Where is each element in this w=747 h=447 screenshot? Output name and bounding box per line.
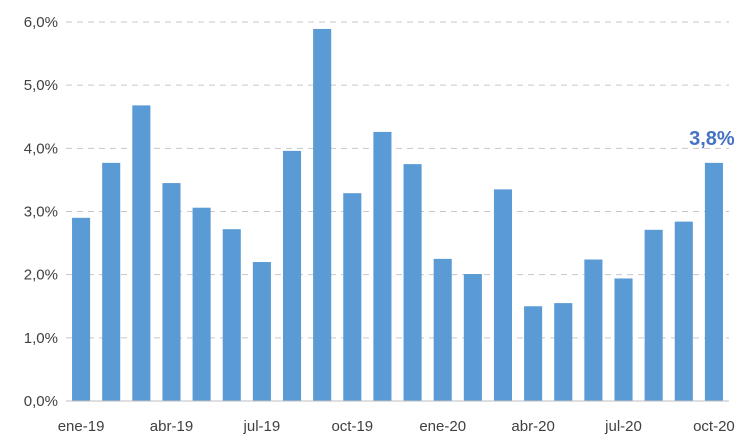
x-tick-label: oct-20 <box>693 418 735 435</box>
y-tick-label: 3,0% <box>24 204 58 221</box>
x-tick-label: jul-20 <box>604 418 642 435</box>
bar-nov-19 <box>373 131 392 401</box>
y-axis-ticks: 0,0% 1,0% 2,0% 3,0% 4,0% 5,0% 6,0% <box>24 14 58 410</box>
y-tick-label: 2,0% <box>24 267 58 284</box>
bar-mar-19 <box>132 105 151 401</box>
bar-ago-19 <box>282 150 302 401</box>
bar-jul-20 <box>614 278 633 401</box>
bar-mar-20 <box>493 189 513 401</box>
x-axis-ticks: ene-19 abr-19 jul-19 oct-19 ene-20 abr-20 jul-… <box>58 418 735 435</box>
bar-abr-19 <box>162 183 181 401</box>
y-tick-label: 1,0% <box>24 330 58 347</box>
bar-oct-20 <box>704 162 723 401</box>
bar-sep-20 <box>674 221 693 401</box>
y-tick-label: 5,0% <box>24 77 58 94</box>
y-tick-label: 0,0% <box>24 393 58 410</box>
bar-may-20 <box>554 303 573 401</box>
x-tick-label: ene-20 <box>419 418 466 435</box>
bar-feb-19 <box>102 162 121 401</box>
bar-ene-20 <box>433 258 452 401</box>
data-label: 3,8% <box>689 128 735 150</box>
y-tick-label: 6,0% <box>24 14 58 31</box>
bar-jun-20 <box>584 259 603 401</box>
y-tick-label: 4,0% <box>24 140 58 157</box>
bar-may-19 <box>192 207 211 401</box>
x-tick-label: ene-19 <box>58 418 105 435</box>
bar-oct-19 <box>343 193 362 401</box>
bar-ene-19 <box>72 217 91 401</box>
x-tick-label: abr-19 <box>150 418 193 435</box>
bar-feb-20 <box>463 274 482 401</box>
bars <box>72 28 723 401</box>
bar-jun-19 <box>222 229 241 401</box>
bar-abr-20 <box>524 306 543 401</box>
x-tick-label: oct-19 <box>331 418 373 435</box>
x-tick-label: abr-20 <box>511 418 554 435</box>
bar-ago-20 <box>644 229 663 401</box>
x-tick-label: jul-19 <box>243 418 281 435</box>
bar-dic-19 <box>403 164 422 401</box>
annotations: 3,8% <box>689 128 735 150</box>
bar-sep-19 <box>313 28 332 401</box>
bar-jul-19 <box>252 262 271 401</box>
